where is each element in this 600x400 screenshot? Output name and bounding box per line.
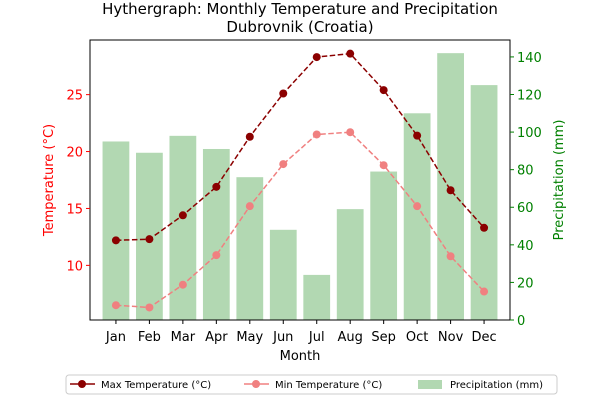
precipitation-bar-jan	[102, 141, 130, 320]
min-temp-point-nov	[446, 252, 455, 261]
legend-box	[65, 374, 558, 395]
chart-title-line2: Dubrovnik (Croatia)	[226, 18, 373, 36]
left-tick-label: 25	[66, 89, 83, 104]
min-temp-point-jul	[312, 130, 321, 139]
min-temp-point-aug	[346, 128, 355, 137]
x-axis-label: Month	[280, 349, 321, 364]
max-temp-point-oct	[413, 131, 422, 140]
right-tick-label: 100	[517, 126, 542, 141]
legend-min-marker	[252, 380, 260, 388]
chart-title-line1: Hythergraph: Monthly Temperature and Pre…	[102, 0, 498, 18]
min-temp-point-jan	[111, 301, 120, 310]
precipitation-bar-oct	[403, 113, 431, 320]
x-tick-label-oct: Oct	[406, 330, 428, 345]
min-temp-point-may	[245, 202, 254, 211]
left-tick-label: 20	[66, 146, 83, 161]
x-tick-label-feb: Feb	[138, 330, 161, 345]
legend: Max Temperature (°C) Min Temperature (°C…	[65, 374, 558, 395]
right-tick-label: 120	[517, 88, 542, 103]
max-temp-point-sep	[379, 86, 388, 95]
x-tick-label-jul: Jul	[308, 330, 325, 345]
legend-min-label: Min Temperature (°C)	[275, 380, 382, 391]
x-tick-label-jan: Jan	[105, 330, 126, 345]
min-temp-point-jun	[279, 160, 288, 169]
left-axis-label: Temperature (°C)	[42, 124, 57, 237]
legend-max-marker	[78, 380, 86, 388]
precipitation-bar-aug	[336, 209, 364, 320]
right-axis-ticks: 0 20 40 60 80 100 120 140	[510, 51, 542, 329]
legend-precip-label: Precipitation (mm)	[450, 380, 543, 391]
max-temp-point-jan	[111, 236, 120, 245]
x-tick-label-may: May	[236, 330, 263, 345]
x-tick-label-dec: Dec	[471, 330, 496, 345]
min-temp-point-mar	[178, 280, 187, 289]
max-temp-point-may	[245, 132, 254, 141]
right-tick-label: 40	[517, 239, 534, 254]
max-temp-point-feb	[145, 235, 154, 244]
max-temp-point-jun	[279, 89, 288, 98]
precipitation-bar-jun	[269, 229, 297, 320]
precipitation-bar-dec	[470, 85, 498, 320]
x-tick-label-mar: Mar	[171, 330, 196, 345]
max-temp-line	[115, 52, 485, 242]
max-temp-point-dec	[480, 223, 489, 232]
min-temp-point-apr	[212, 251, 221, 260]
x-tick-label-apr: Apr	[205, 330, 228, 345]
plot-frame	[89, 39, 511, 321]
right-tick-label: 60	[517, 201, 534, 216]
precipitation-bar-apr	[202, 148, 230, 320]
temperature-lines	[111, 49, 489, 312]
min-temp-line	[115, 131, 485, 309]
max-temp-point-mar	[178, 211, 187, 220]
min-temp-point-sep	[379, 161, 388, 170]
precipitation-bar-jul	[303, 274, 331, 320]
max-temp-point-aug	[346, 49, 355, 58]
legend-precip-swatch	[418, 380, 442, 389]
precipitation-bar-may	[236, 177, 264, 320]
right-tick-label: 80	[517, 164, 534, 179]
max-temp-point-apr	[212, 182, 221, 191]
legend-max-label: Max Temperature (°C)	[101, 380, 211, 391]
x-tick-label-nov: Nov	[438, 330, 464, 345]
max-temp-point-nov	[446, 186, 455, 195]
x-tick-label-sep: Sep	[371, 330, 396, 345]
precipitation-bars	[102, 53, 498, 321]
min-temp-point-feb	[145, 303, 154, 312]
x-tick-label-jun: Jun	[272, 330, 293, 345]
right-tick-label: 140	[517, 51, 542, 66]
x-axis-ticks: Jan Feb Mar Apr May Jun Jul Aug Sep Oct Nov Dec	[105, 320, 497, 345]
left-tick-label: 10	[66, 259, 83, 274]
precipitation-bar-mar	[169, 135, 197, 320]
left-axis-ticks: 10 15 20 25	[66, 89, 90, 274]
x-tick-label-aug: Aug	[338, 330, 363, 345]
precipitation-bar-sep	[370, 171, 398, 320]
left-tick-label: 15	[66, 202, 83, 217]
max-temp-point-jul	[312, 53, 321, 62]
right-tick-label: 0	[517, 314, 525, 329]
right-axis-label: Precipitation (mm)	[552, 120, 567, 241]
right-tick-label: 20	[517, 276, 534, 291]
min-temp-point-oct	[413, 202, 422, 211]
min-temp-point-dec	[480, 287, 489, 296]
